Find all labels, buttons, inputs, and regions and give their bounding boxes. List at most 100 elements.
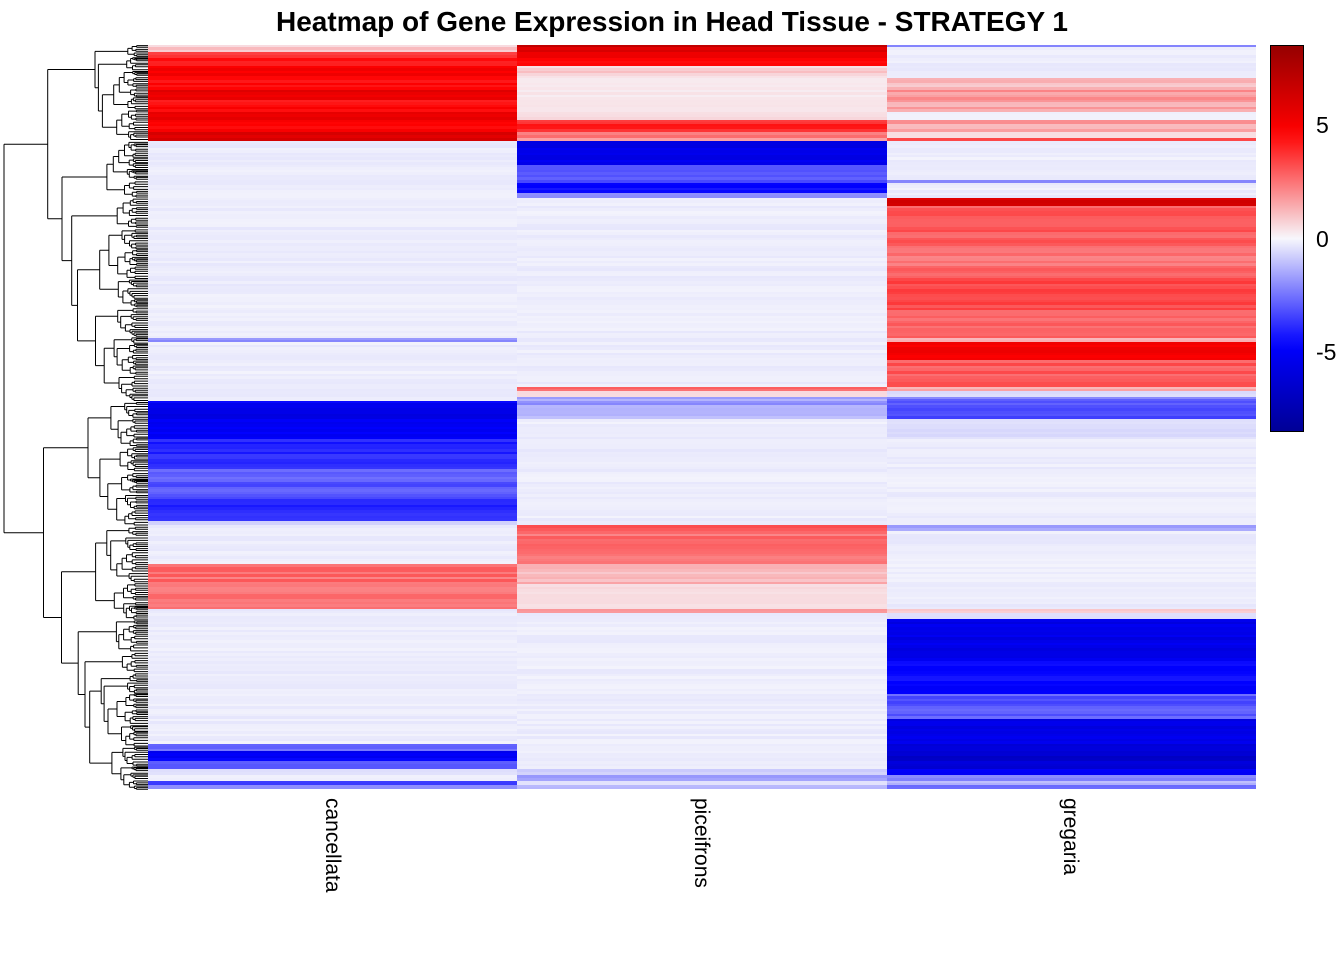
heatmap-cell (148, 89, 518, 93)
heatmap-row (148, 245, 1256, 249)
heatmap-cell (148, 340, 518, 343)
heatmap-cell (148, 484, 518, 487)
heatmap-row (148, 150, 1256, 153)
heatmap-cell (517, 571, 887, 574)
heatmap-cell (517, 678, 887, 682)
heatmap-cell (517, 471, 887, 475)
heatmap-cell (517, 310, 887, 313)
heatmap-row (148, 471, 1256, 475)
heatmap-cell (886, 780, 1256, 783)
heatmap-cell (517, 424, 887, 427)
heatmap-cell (148, 192, 518, 196)
heatmap-cell (148, 681, 518, 684)
heatmap-cell (517, 237, 887, 241)
heatmap-cell (886, 107, 1256, 110)
heatmap-cell (886, 102, 1256, 105)
heatmap-cell (886, 611, 1256, 613)
heatmap-cell (148, 379, 518, 382)
heatmap-cell (148, 397, 518, 400)
heatmap-row (148, 507, 1256, 511)
heatmap-cell (886, 167, 1256, 170)
heatmap-row (148, 107, 1256, 110)
heatmap-cell (517, 70, 887, 74)
dendrogram-branches (3, 45, 148, 790)
heatmap-cell (148, 634, 518, 638)
heatmap-cell (886, 632, 1256, 635)
heatmap-row (148, 499, 1256, 502)
heatmap-row (148, 80, 1256, 83)
heatmap-cell (148, 330, 518, 334)
heatmap-cell (886, 738, 1256, 742)
heatmap-row (148, 733, 1256, 737)
heatmap-cell (517, 728, 887, 732)
heatmap-cell (517, 586, 887, 589)
heatmap-cell (517, 666, 887, 669)
heatmap-cell (148, 342, 518, 345)
heatmap-cell (886, 548, 1256, 552)
heatmap-row (148, 536, 1256, 539)
heatmap-cell (148, 280, 518, 284)
heatmap-row (148, 758, 1256, 761)
heatmap-cell (148, 441, 518, 445)
heatmap-cell (517, 584, 887, 587)
heatmap-cell (886, 661, 1256, 664)
heatmap-row (148, 312, 1256, 316)
heatmap-cell (517, 750, 887, 754)
heatmap-cell (148, 226, 518, 230)
heatmap-row (148, 584, 1256, 587)
heatmap-cell (517, 205, 887, 209)
heatmap-cell (517, 119, 887, 122)
heatmap-cell (148, 650, 518, 654)
heatmap-row (148, 288, 1256, 292)
heatmap-cell (886, 268, 1256, 271)
heatmap-cell (517, 469, 887, 472)
heatmap-cell (148, 283, 518, 287)
heatmap-row (148, 777, 1256, 781)
heatmap-cell (517, 419, 887, 422)
heatmap-cell (517, 258, 887, 261)
heatmap-row (148, 533, 1256, 537)
heatmap-cell (517, 263, 887, 266)
heatmap-row (148, 157, 1256, 160)
heatmap-cell (886, 701, 1256, 704)
heatmap-cell (148, 419, 518, 422)
heatmap-cell (517, 456, 887, 460)
heatmap-cell (148, 123, 518, 127)
heatmap-cell (148, 774, 518, 778)
heatmap-cell (148, 197, 518, 201)
heatmap-cell (148, 561, 518, 564)
heatmap-row (148, 265, 1256, 269)
heatmap-cell (517, 338, 887, 341)
heatmap-row (148, 85, 1256, 88)
heatmap-cell (148, 268, 518, 271)
heatmap-row (148, 686, 1256, 689)
heatmap-row (148, 640, 1256, 643)
heatmap-cell (886, 381, 1256, 385)
heatmap-cell (148, 260, 518, 264)
heatmap-cell (517, 439, 887, 442)
heatmap-cell (886, 232, 1256, 235)
heatmap-cell (148, 461, 518, 465)
heatmap-row (148, 268, 1256, 271)
heatmap-cell (148, 594, 518, 597)
column-label-cancellata: cancellata (321, 798, 344, 893)
heatmap-cell (148, 286, 518, 289)
heatmap-cell (886, 143, 1256, 146)
heatmap-row (148, 134, 1256, 138)
heatmap-cell (517, 152, 887, 156)
heatmap-cell (148, 242, 518, 246)
heatmap-cell (148, 701, 518, 704)
heatmap-row (148, 349, 1256, 353)
heatmap-cell (148, 546, 518, 549)
heatmap-row (148, 394, 1256, 398)
heatmap-row (148, 479, 1256, 482)
heatmap-cell (886, 407, 1256, 411)
heatmap-cell (148, 476, 518, 480)
heatmap-row (148, 360, 1256, 363)
heatmap-row (148, 439, 1256, 442)
heatmap-cell (148, 741, 518, 744)
heatmap-row (148, 666, 1256, 669)
heatmap-cell (517, 323, 887, 326)
heatmap-cell (148, 403, 518, 406)
heatmap-row (148, 167, 1256, 170)
